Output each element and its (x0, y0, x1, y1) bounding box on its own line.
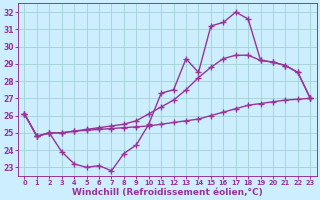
X-axis label: Windchill (Refroidissement éolien,°C): Windchill (Refroidissement éolien,°C) (72, 188, 263, 197)
